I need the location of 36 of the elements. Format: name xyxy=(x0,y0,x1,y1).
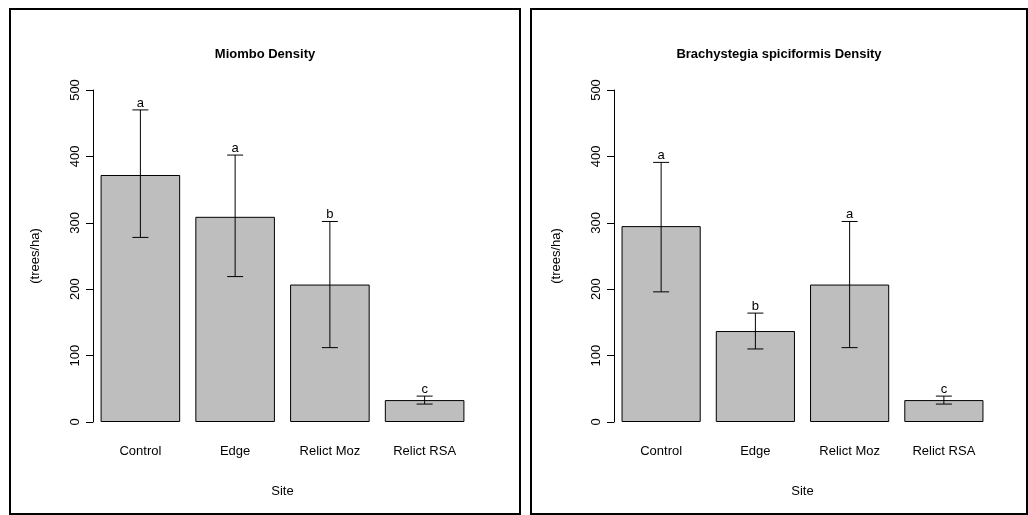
x-axis-title: Site xyxy=(271,483,294,498)
annotation: a xyxy=(136,94,145,110)
annotation: a xyxy=(657,147,666,163)
y-axis-title: (trees/ha) xyxy=(27,228,42,284)
y-tick-label: 300 xyxy=(67,211,82,234)
annotation: a xyxy=(846,206,855,222)
y-tick-label: 500 xyxy=(67,79,82,101)
x-axis-title: Site xyxy=(791,483,814,498)
annotation: c xyxy=(940,381,948,397)
annotation: b xyxy=(751,298,759,314)
annotation: a xyxy=(231,140,240,156)
chart-title: Brachystegia spiciformis Density xyxy=(676,46,883,61)
y-tick-label: 300 xyxy=(588,211,603,234)
chart-title: Miombo Density xyxy=(214,46,316,61)
y-tick-label: 100 xyxy=(588,344,603,367)
y-tick-label: 400 xyxy=(67,145,82,168)
y-tick-label: 200 xyxy=(588,278,603,301)
bar xyxy=(384,400,465,422)
y-tick-label: 0 xyxy=(588,418,603,426)
x-tick-label: Edge xyxy=(219,443,251,458)
x-tick-label: Relict RSA xyxy=(393,443,457,458)
x-tick-label: Control xyxy=(640,443,683,458)
annotation: b xyxy=(326,206,334,222)
y-tick-label: 100 xyxy=(67,344,82,367)
y-tick-label: 200 xyxy=(67,278,82,301)
y-tick-label: 400 xyxy=(588,145,603,168)
bar xyxy=(904,400,984,422)
y-tick-label: 500 xyxy=(588,79,603,101)
x-tick-label: Control xyxy=(119,443,162,458)
x-tick-label: Edge xyxy=(740,443,771,458)
y-tick-label: 0 xyxy=(67,418,82,426)
x-tick-label: Relict RSA xyxy=(912,443,976,458)
x-tick-label: Relict Moz xyxy=(819,443,880,458)
x-tick-label: Relict Moz xyxy=(299,443,361,458)
annotation: c xyxy=(421,381,429,397)
y-axis-title: (trees/ha) xyxy=(548,228,563,284)
